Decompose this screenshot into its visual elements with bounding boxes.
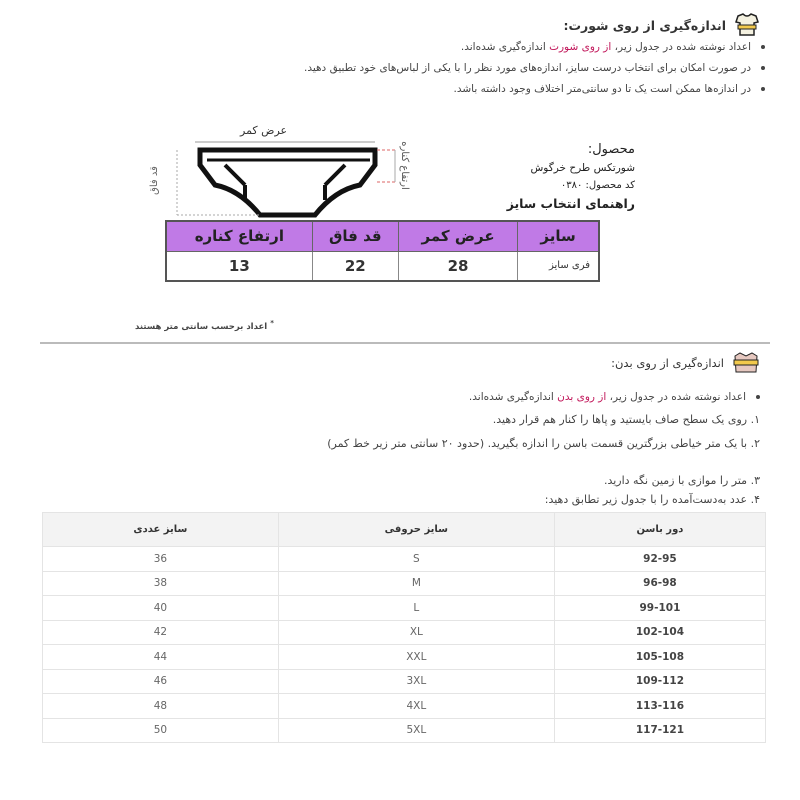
bullet: اعداد نوشته شده در جدول زیر، از روی شورت… — [461, 41, 765, 53]
product-size-table: سایز عرض کمر قد فاق ارتفاع کناره فری سای… — [165, 220, 600, 282]
table-cell: S — [277, 546, 555, 572]
table-cell: 4XL — [277, 693, 555, 719]
table-cell: 42 — [42, 619, 279, 645]
header-cell: ارتفاع کناره — [165, 220, 313, 252]
table-row: فری سایز 28 22 13 — [165, 250, 600, 282]
table-header-row: سایز عرض کمر قد فاق ارتفاع کناره — [165, 220, 600, 252]
table-cell: XXL — [277, 644, 555, 670]
shorts-measure-icon — [735, 13, 759, 36]
table-cell: 113-116 — [553, 693, 767, 719]
table-cell: 40 — [42, 595, 279, 621]
product-label: محصول: — [587, 142, 635, 157]
table-row: 96-98 M 38 — [42, 570, 767, 596]
table-header-row: دور باسن سایز حروفی سایز عددی — [42, 512, 767, 547]
table-cell: 28 — [397, 250, 519, 282]
step-item: ۲. با یک متر خیاطی بزرگترین قسمت باسن را… — [327, 437, 760, 450]
rise-label: قد فاق — [148, 166, 160, 195]
table-cell: 13 — [165, 250, 313, 282]
body-section-header: اندازه‌گیری از روی بدن: — [611, 352, 760, 374]
shorts-diagram — [176, 141, 396, 218]
table-cell: 109-112 — [553, 668, 767, 694]
section-title: اندازه‌گیری از روی شورت: — [563, 17, 726, 33]
table-cell: XL — [277, 619, 555, 645]
table-row: 113-116 4XL 48 — [42, 693, 767, 719]
body-measure-icon — [733, 352, 759, 373]
waist-label: عرض کمر — [240, 124, 288, 137]
table-cell: 44 — [42, 644, 279, 670]
product-code: کد محصول: ۰۳۸۰ — [560, 180, 635, 191]
table-cell: L — [277, 595, 555, 621]
header-cell: سایز حروفی — [277, 512, 555, 547]
header-cell: دور باسن — [553, 512, 767, 547]
short-section-header: اندازه‌گیری از روی شورت: — [563, 12, 760, 38]
side-label: ارتفاع کناره — [398, 141, 410, 190]
table-cell: 105-108 — [553, 644, 767, 670]
step-item: ۱. روی یک سطح صاف بایستید و پاها را کنار… — [492, 413, 760, 426]
size-guide-title: راهنمای انتخاب سایز — [506, 196, 635, 211]
table-row: 99-101 L 40 — [42, 595, 767, 621]
table-cell: M — [277, 570, 555, 596]
table-row: 105-108 XXL 44 — [42, 644, 767, 670]
bullet: در اندازه‌ها ممکن است یک تا دو سانتی‌متر… — [453, 83, 765, 95]
table-cell: 92-95 — [553, 546, 767, 572]
table-cell: 36 — [42, 546, 279, 572]
table-cell: 99-101 — [553, 595, 767, 621]
header-cell: عرض کمر — [397, 220, 519, 252]
table-cell: 46 — [42, 668, 279, 694]
header-cell: قد فاق — [311, 220, 399, 252]
table-row: 117-121 5XL 50 — [42, 717, 767, 743]
step-item: ۴. عدد به‌دست‌آمده را با جدول زیر تطابق … — [544, 493, 760, 506]
bullet: در صورت امکان برای انتخاب درست سایز، اند… — [304, 62, 765, 74]
table-cell: 48 — [42, 693, 279, 719]
table-cell: 50 — [42, 717, 279, 743]
step-item: ۳. متر را موازی با زمین نگه دارید. — [603, 474, 760, 487]
table-cell: 102-104 — [553, 619, 767, 645]
table-row: 92-95 S 36 — [42, 546, 767, 572]
body-size-table: دور باسن سایز حروفی سایز عددی 92-95 S 36 96… — [42, 512, 767, 743]
table-cell: 22 — [311, 250, 399, 282]
table-cell: 96-98 — [553, 570, 767, 596]
section-title: اندازه‌گیری از روی بدن: — [611, 356, 724, 370]
table-cell: 38 — [42, 570, 279, 596]
bullet: اعداد نوشته شده در جدول زیر، از روی بدن … — [469, 391, 760, 403]
divider — [40, 342, 770, 344]
table-row: 102-104 XL 42 — [42, 619, 767, 645]
footnote: * اعداد برحسب سانتی متر هستند — [135, 318, 274, 332]
product-name: شورتکس طرح خرگوش — [530, 162, 635, 174]
header-cell: سایز — [517, 220, 600, 252]
table-cell: فری سایز — [517, 250, 600, 282]
table-cell: 5XL — [277, 717, 555, 743]
table-cell: 117-121 — [553, 717, 767, 743]
header-cell: سایز عددی — [42, 512, 279, 547]
table-row: 109-112 3XL 46 — [42, 668, 767, 694]
table-cell: 3XL — [277, 668, 555, 694]
